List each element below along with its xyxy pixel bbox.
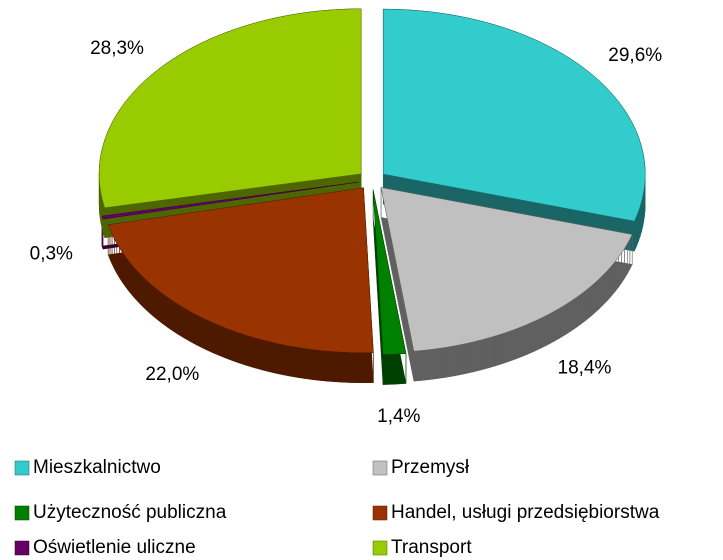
data-label: 18,4% — [558, 357, 612, 378]
data-label: 29,6% — [608, 45, 662, 66]
legend-label: Przemysł — [391, 457, 470, 478]
slice — [382, 8, 646, 222]
legend-swatch — [372, 460, 388, 476]
data-label: 1,4% — [377, 406, 420, 427]
legend-swatch — [14, 505, 30, 521]
slice — [107, 187, 374, 354]
legend-label: Handel, usługi przedsiębiorstwa — [391, 502, 660, 523]
legend-swatch — [372, 505, 388, 521]
legend-label: Użyteczność publiczna — [33, 502, 227, 523]
slice — [380, 187, 633, 352]
legend-swatch — [14, 540, 30, 556]
legend-swatch — [14, 460, 30, 476]
data-label: 22,0% — [145, 364, 199, 385]
data-label: 0,3% — [30, 244, 73, 265]
slice — [101, 181, 359, 220]
legend-label: Oświetlenie uliczne — [33, 537, 196, 558]
legend-label: Mieszkalnictwo — [33, 457, 161, 478]
slice — [372, 189, 407, 355]
data-label: 28,3% — [90, 38, 144, 59]
legend-swatch — [372, 540, 388, 556]
slice-side — [101, 181, 359, 250]
legend-label: Transport — [391, 537, 472, 558]
slice — [98, 8, 362, 209]
